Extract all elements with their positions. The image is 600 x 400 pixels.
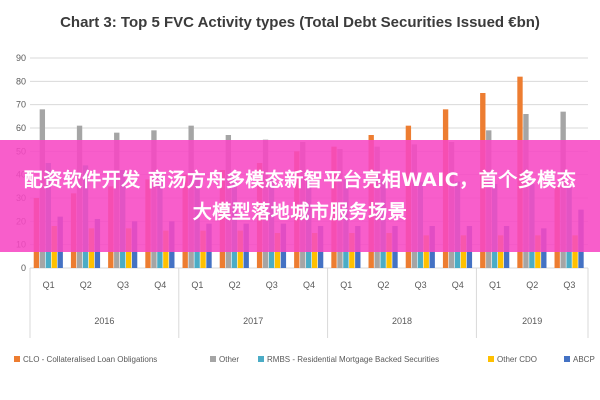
x-tick-label: Q3 <box>563 280 575 290</box>
y-tick-label: 60 <box>16 123 26 133</box>
x-group-label: 2017 <box>243 316 263 326</box>
x-tick-label: Q3 <box>117 280 129 290</box>
y-tick-label: 70 <box>16 100 26 110</box>
y-tick-label: 90 <box>16 53 26 63</box>
legend-label: RMBS - Residential Mortgage Backed Secur… <box>267 355 439 364</box>
x-tick-label: Q1 <box>489 280 501 290</box>
legend-swatch <box>210 356 216 362</box>
legend-label: CLO - Collateralised Loan Obligations <box>23 355 157 364</box>
x-tick-label: Q2 <box>229 280 241 290</box>
x-tick-label: Q2 <box>80 280 92 290</box>
x-tick-label: Q1 <box>191 280 203 290</box>
x-tick-label: Q3 <box>415 280 427 290</box>
x-tick-label: Q4 <box>452 280 464 290</box>
x-group-label: 2016 <box>94 316 114 326</box>
ad-banner[interactable]: 配资软件开发 商汤方舟多模态新智平台亮相WAIC，首个多模态大模型落地城市服务场… <box>0 140 600 252</box>
x-tick-label: Q3 <box>266 280 278 290</box>
legend-swatch <box>14 356 20 362</box>
y-tick-label: 80 <box>16 76 26 86</box>
legend-label: Other <box>219 355 239 364</box>
legend-swatch <box>488 356 494 362</box>
ad-banner-text: 配资软件开发 商汤方舟多模态新智平台亮相WAIC，首个多模态大模型落地城市服务场… <box>23 169 577 223</box>
x-tick-label: Q2 <box>526 280 538 290</box>
x-group-label: 2019 <box>522 316 542 326</box>
legend-swatch <box>564 356 570 362</box>
legend-swatch <box>258 356 264 362</box>
legend-label: ABCP <box>573 355 595 364</box>
legend-label: Other CDO <box>497 355 537 364</box>
chart-title: Chart 3: Top 5 FVC Activity types (Total… <box>60 14 540 31</box>
x-tick-label: Q1 <box>43 280 55 290</box>
x-group-label: 2018 <box>392 316 412 326</box>
x-tick-label: Q4 <box>303 280 315 290</box>
x-tick-label: Q2 <box>377 280 389 290</box>
x-tick-label: Q1 <box>340 280 352 290</box>
y-tick-label: 0 <box>21 263 26 273</box>
x-tick-label: Q4 <box>154 280 166 290</box>
